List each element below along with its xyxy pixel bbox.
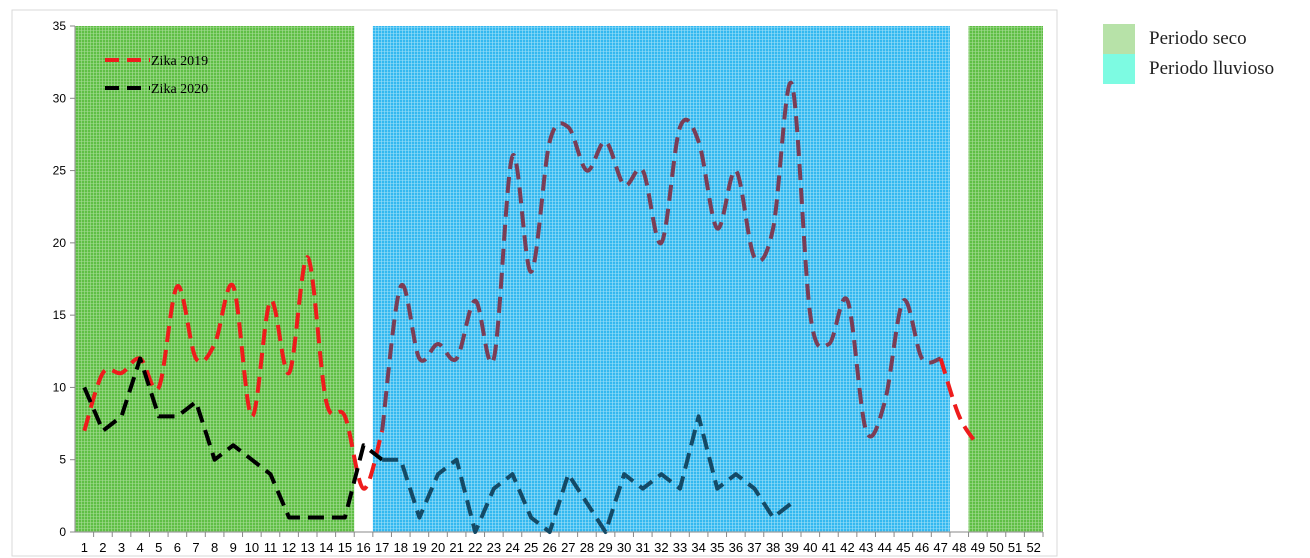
- legend-label-series-1: Zika 2020: [151, 82, 208, 97]
- x-tick-label: 27: [561, 540, 575, 555]
- x-tick-label: 31: [636, 540, 650, 555]
- x-tick-label: 5: [155, 540, 162, 555]
- period-band-2: [968, 26, 1043, 532]
- x-tick-label: 46: [915, 540, 929, 555]
- series-zika-2020-dry: [82, 356, 384, 520]
- x-tick-label: 50: [989, 540, 1003, 555]
- x-tick-label: 28: [580, 540, 594, 555]
- x-tick-label: 35: [710, 540, 724, 555]
- x-tick-label: 47: [933, 540, 947, 555]
- x-tick-label: 9: [230, 540, 237, 555]
- x-tick-label: 48: [952, 540, 966, 555]
- x-tick-label: 1: [81, 540, 88, 555]
- x-tick-label: 38: [766, 540, 780, 555]
- x-tick-label: 44: [878, 540, 892, 555]
- x-tick-label: 21: [449, 540, 463, 555]
- x-tick-label: 51: [1008, 540, 1022, 555]
- x-tick-label: 39: [784, 540, 798, 555]
- x-tick-label: 19: [412, 540, 426, 555]
- x-tick-label: 10: [245, 540, 259, 555]
- x-tick-label: 26: [542, 540, 556, 555]
- x-tick-label: 8: [211, 540, 218, 555]
- x-tick-label: 14: [319, 540, 333, 555]
- legend-label-dry: Periodo seco: [1149, 28, 1247, 49]
- x-tick-label: 25: [524, 540, 538, 555]
- legend-label-series-0: Zika 2019: [151, 54, 208, 69]
- x-tick-label: 16: [356, 540, 370, 555]
- x-tick-label: 45: [896, 540, 910, 555]
- x-tick-label: 3: [118, 540, 125, 555]
- x-tick-label: 11: [264, 540, 278, 555]
- series-zika-2019-dry-end: [938, 357, 980, 447]
- x-tick-label: 33: [673, 540, 687, 555]
- y-tick-label: 15: [53, 308, 67, 322]
- x-tick-label: 12: [282, 540, 296, 555]
- x-tick-label: 43: [859, 540, 873, 555]
- x-tick-label: 29: [598, 540, 612, 555]
- x-tick-label: 40: [803, 540, 817, 555]
- x-tick-label: 2: [99, 540, 106, 555]
- x-tick-label: 23: [487, 540, 501, 555]
- period-band-1: [372, 26, 950, 532]
- x-tick-label: 17: [375, 540, 389, 555]
- series-zika-2020-rainy: [382, 414, 793, 534]
- y-tick-label: 30: [53, 91, 67, 105]
- x-tick-label: 36: [729, 540, 743, 555]
- x-tick-label: 41: [822, 540, 836, 555]
- legend-item-rainy: Periodo lluvioso: [1103, 54, 1274, 84]
- period-band-0: [75, 26, 355, 532]
- period-legend: Periodo seco Periodo lluvioso: [1103, 24, 1274, 84]
- y-tick-label: 0: [59, 525, 66, 539]
- x-tick-label: 7: [192, 540, 199, 555]
- x-tick-label: 24: [505, 540, 519, 555]
- legend-item-dry: Periodo seco: [1103, 24, 1274, 54]
- x-tick-label: 13: [300, 540, 314, 555]
- x-tick-label: 6: [174, 540, 181, 555]
- x-tick-label: 52: [1026, 540, 1040, 555]
- x-tick-label: 32: [654, 540, 668, 555]
- dry-period-swatch: [1103, 24, 1135, 54]
- series-zika-2019-rainy: [380, 80, 942, 439]
- x-tick-label: 42: [840, 540, 854, 555]
- x-tick-label: 18: [394, 540, 408, 555]
- x-tick-label: 15: [338, 540, 352, 555]
- x-tick-label: 20: [431, 540, 445, 555]
- legend-label-rainy: Periodo lluvioso: [1149, 58, 1275, 79]
- y-tick-label: 10: [53, 380, 67, 394]
- rainy-period-swatch: [1103, 54, 1135, 84]
- y-tick-label: 20: [53, 236, 67, 250]
- x-tick-label: 4: [137, 540, 144, 555]
- y-tick-label: 35: [53, 19, 67, 33]
- y-tick-label: 5: [59, 453, 66, 467]
- x-tick-label: 30: [617, 540, 631, 555]
- y-tick-label: 25: [53, 164, 67, 178]
- x-tick-label: 22: [468, 540, 482, 555]
- x-tick-label: 49: [971, 540, 985, 555]
- x-tick-label: 37: [747, 540, 761, 555]
- x-tick-label: 34: [691, 540, 705, 555]
